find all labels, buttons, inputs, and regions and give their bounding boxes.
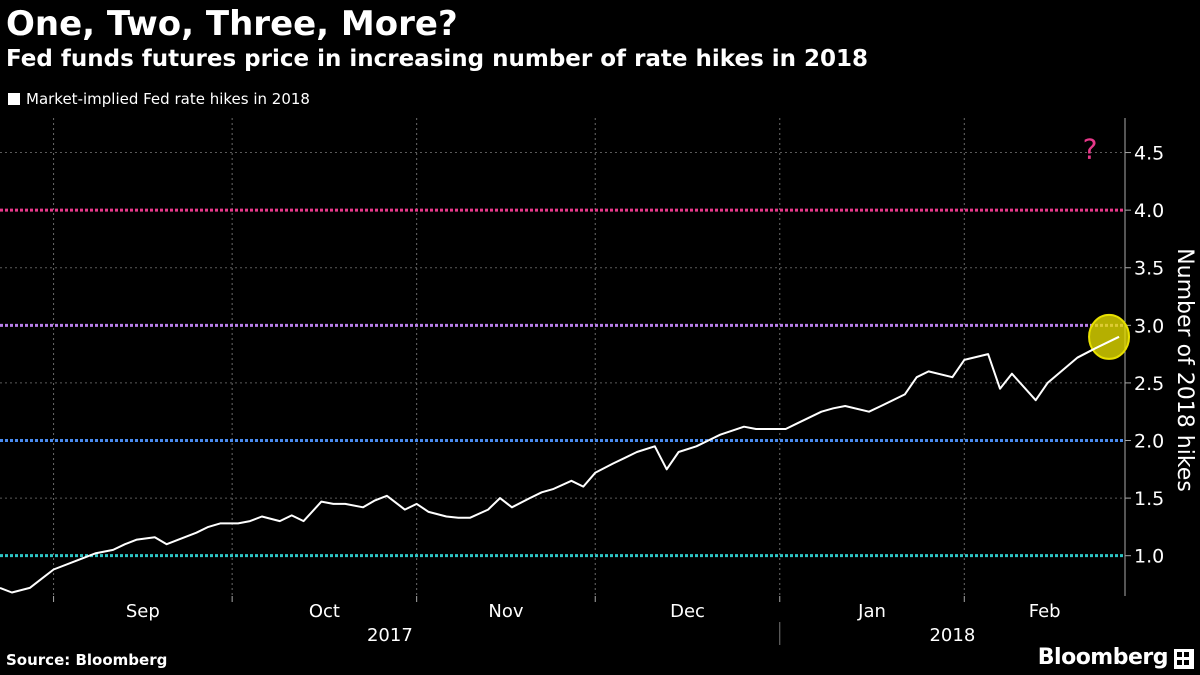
x-tick-label: Nov [488,601,523,622]
y-tick-label: 3.0 [1134,315,1164,337]
y-tick-label: 2.0 [1134,431,1164,453]
x-tick-label: Oct [309,601,340,622]
y-tick-label: 4.5 [1134,143,1164,165]
legend-swatch [8,93,20,105]
y-axis-title: Number of 2018 hikes [1172,248,1197,492]
legend-label: Market-implied Fed rate hikes in 2018 [26,90,310,108]
highlight-circle [1088,313,1131,360]
x-tick-label: Sep [126,601,160,622]
question-mark-annotation: ? [1083,132,1098,165]
y-tick-label: 4.0 [1134,200,1164,222]
chart-subtitle: Fed funds futures price in increasing nu… [6,46,869,72]
x-tick-label: Jan [857,601,886,622]
legend: Market-implied Fed rate hikes in 2018 [8,90,310,108]
year-label-2017: 2017 [367,625,413,646]
x-tick-label: Dec [670,601,705,622]
y-tick-label: 2.5 [1134,373,1164,395]
chart-title: One, Two, Three, More? [6,4,458,44]
series-line [0,335,1120,594]
y-tick-label: 3.5 [1134,258,1164,280]
brand-logo: Bloomberg [1037,645,1169,670]
year-label-2018: 2018 [929,625,975,646]
bloomberg-mark-icon [1174,649,1194,669]
source-note: Source: Bloomberg [6,651,168,669]
y-tick-label: 1.5 [1134,488,1164,510]
x-tick-label: Feb [1029,601,1061,622]
y-tick-label: 1.0 [1134,546,1164,568]
series-line-highlighted-segment [1076,335,1120,359]
